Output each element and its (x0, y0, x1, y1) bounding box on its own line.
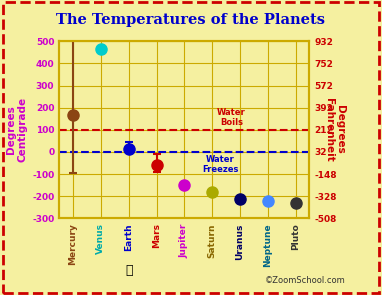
Y-axis label: Degrees
Centigrade: Degrees Centigrade (6, 97, 28, 162)
Y-axis label: Degrees
Fahrenheit: Degrees Fahrenheit (324, 98, 345, 162)
Text: ©ZoomSchool.com: ©ZoomSchool.com (265, 276, 346, 285)
Text: Water
Boils: Water Boils (217, 108, 246, 127)
Text: Water
Freezes: Water Freezes (202, 155, 239, 174)
Text: The Temperatures of the Planets: The Temperatures of the Planets (57, 13, 325, 27)
Text: 🌍: 🌍 (125, 264, 133, 277)
